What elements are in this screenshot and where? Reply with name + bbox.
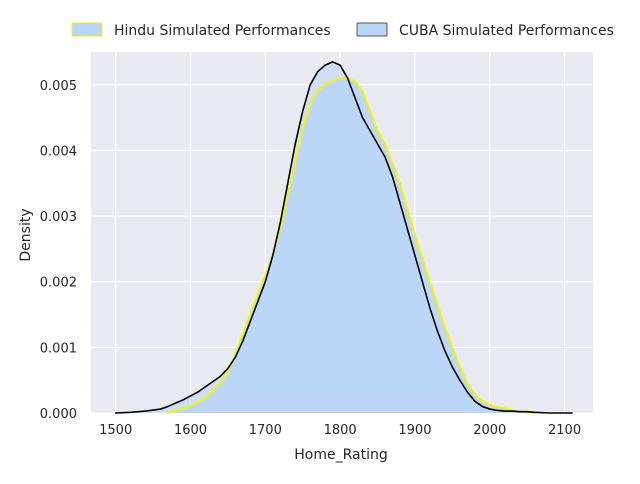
legend-swatch-cuba (356, 22, 388, 37)
series-layer (114, 61, 573, 414)
x-axis-ticks: 1500 1600 1700 1800 1900 2000 2100 (99, 423, 581, 438)
x-tick-label: 1700 (249, 423, 282, 438)
y-axis-ticks: 0.000 0.001 0.002 0.003 0.004 0.005 (40, 79, 77, 422)
y-tick-label: 0.001 (40, 341, 77, 356)
y-tick-label: 0.004 (40, 144, 77, 159)
y-axis-label: Density (18, 208, 34, 261)
legend-label-hindu: Hindu Simulated Performances (114, 23, 331, 39)
x-tick-label: 1900 (398, 423, 431, 438)
series-fill-1 (115, 61, 573, 413)
legend: Hindu Simulated Performances CUBA Simula… (71, 22, 614, 39)
y-tick-label: 0.000 (40, 407, 77, 422)
x-tick-label: 1800 (324, 423, 357, 438)
x-tick-label: 2100 (548, 423, 581, 438)
x-tick-label: 1500 (99, 423, 132, 438)
x-tick-label: 1600 (174, 423, 207, 438)
x-tick-label: 2000 (473, 423, 506, 438)
series-line-0 (167, 77, 536, 414)
legend-label-cuba: CUBA Simulated Performances (399, 23, 614, 39)
legend-swatch-hindu (71, 22, 103, 37)
y-tick-label: 0.005 (40, 79, 77, 94)
y-tick-label: 0.002 (40, 276, 77, 291)
x-axis-label: Home_Rating (294, 447, 387, 463)
y-tick-label: 0.003 (40, 210, 77, 225)
series-line-1 (114, 61, 573, 414)
